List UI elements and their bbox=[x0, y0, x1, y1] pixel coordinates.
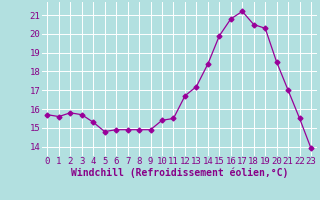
X-axis label: Windchill (Refroidissement éolien,°C): Windchill (Refroidissement éolien,°C) bbox=[70, 168, 288, 178]
